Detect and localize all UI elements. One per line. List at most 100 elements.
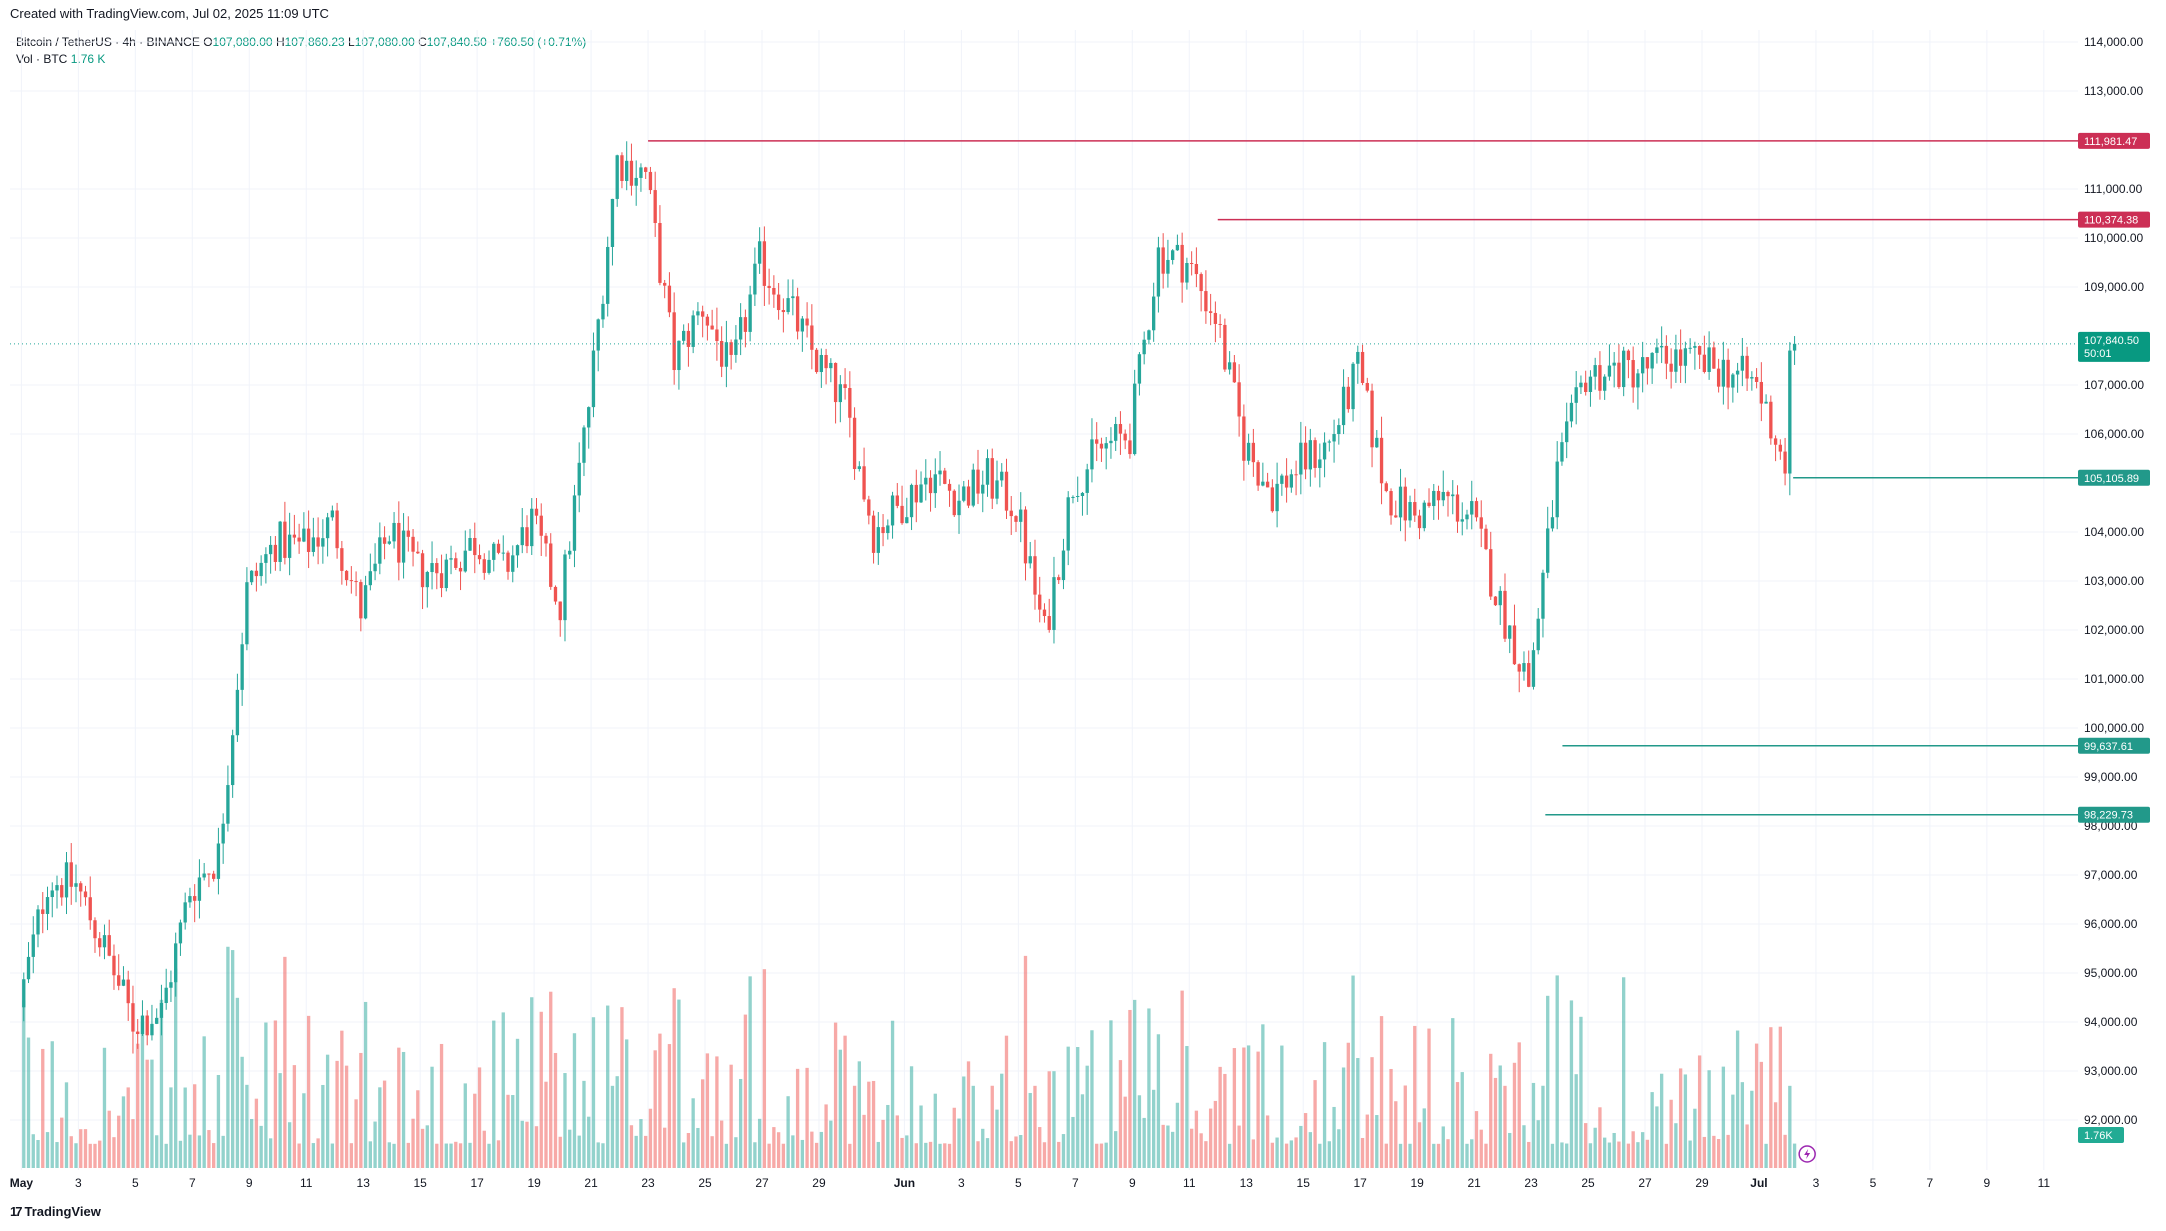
volume-bar	[1152, 1089, 1156, 1168]
volume-bar	[525, 1121, 529, 1168]
volume-bar	[767, 1143, 771, 1168]
candle-body	[254, 570, 259, 577]
candle-body	[591, 350, 596, 408]
candle-body	[1636, 373, 1640, 388]
price-axis[interactable]: 114,000.00 113,000.00 111,000.00 110,000.00…	[2084, 35, 2144, 1127]
candle-body	[197, 877, 202, 901]
candle-body	[202, 873, 206, 878]
volume-bar	[1764, 1143, 1768, 1168]
candle-body	[886, 525, 890, 534]
candle-body	[397, 522, 401, 563]
volume-bar	[587, 1116, 591, 1168]
candle-body	[667, 285, 672, 313]
candle-body	[686, 330, 691, 347]
candle-body	[1569, 402, 1574, 422]
candle-body	[648, 171, 653, 191]
volume-bar	[1137, 1095, 1142, 1168]
candle-body	[1057, 577, 1061, 581]
time-tick-label: 11	[300, 1176, 313, 1190]
volume-bar	[140, 1021, 145, 1168]
candle-body	[1118, 424, 1123, 434]
price-tick-label: 110,000.00	[2084, 231, 2143, 245]
candle-body	[515, 545, 520, 556]
volume-bar	[264, 1022, 268, 1168]
time-tick-label: 21	[1467, 1176, 1481, 1190]
volume-bar	[1199, 1133, 1203, 1168]
candle-body	[1047, 616, 1051, 630]
candle-body	[1204, 291, 1208, 312]
candle-body	[1579, 382, 1583, 388]
legend-volume-label[interactable]: Vol · BTC	[16, 52, 68, 66]
volume-bar	[995, 1109, 999, 1168]
volume-bar	[814, 1142, 819, 1168]
volume-bar	[776, 1132, 781, 1168]
candle-body	[188, 896, 192, 903]
candle-body	[330, 510, 335, 518]
candle-body	[1484, 528, 1488, 550]
candle-body	[1284, 475, 1289, 488]
volume-bar	[653, 1050, 657, 1168]
candle-body	[1664, 345, 1669, 364]
candle-body	[819, 354, 824, 373]
volume-bar	[1218, 1066, 1222, 1168]
candle-body	[64, 862, 69, 898]
candle-body	[126, 979, 130, 1004]
volume-bar	[1052, 1071, 1056, 1168]
candle-body	[1052, 577, 1056, 630]
candle-body	[1341, 386, 1346, 426]
price-tick-label: 95,000.00	[2084, 966, 2138, 980]
candle-body	[1588, 376, 1593, 393]
candle-body	[1394, 515, 1398, 518]
volume-bar	[1636, 1142, 1640, 1168]
price-tick-label: 103,000.00	[2084, 574, 2144, 588]
candle-body	[663, 282, 667, 286]
candle-body	[420, 553, 425, 588]
candle-body	[496, 543, 501, 553]
volume-bar	[216, 1074, 221, 1168]
candle-body	[1322, 442, 1327, 460]
candle-body	[1574, 387, 1578, 403]
candle-body	[587, 407, 591, 428]
volume-bar	[1531, 1082, 1536, 1168]
candle-body	[563, 554, 567, 621]
candle-body	[1270, 487, 1275, 512]
candle-body	[938, 470, 942, 475]
volume-bar	[862, 1114, 866, 1168]
volume-bar	[919, 1105, 923, 1168]
volume-bar	[1104, 1142, 1108, 1168]
candle-body	[1683, 348, 1688, 366]
candle-body	[1493, 596, 1498, 606]
volume-bar	[64, 1082, 69, 1168]
candlesticks	[22, 141, 1797, 1054]
volume-bar	[1731, 1094, 1735, 1168]
candle-body	[1617, 362, 1621, 388]
volume-bar	[857, 1061, 861, 1168]
volume-bar	[1265, 1115, 1270, 1168]
time-axis[interactable]: May 3 5 7 9 11 13 15 17 19 21 23 25 27 29 Jun 3 5 7 9 11 13 15…	[10, 1176, 2051, 1190]
volume-bars	[22, 946, 1797, 1168]
candle-body	[748, 294, 752, 332]
candle-body	[1180, 244, 1184, 283]
volume-bar	[1114, 1131, 1118, 1168]
candle-body	[1137, 354, 1142, 384]
candle-body	[1417, 515, 1422, 529]
candle-body	[1318, 459, 1322, 468]
candle-body	[1531, 650, 1536, 687]
volume-bar	[1014, 1136, 1018, 1168]
candle-body	[895, 495, 899, 506]
volume-bar	[31, 1134, 35, 1168]
candle-body	[867, 499, 871, 516]
candle-body	[283, 521, 287, 558]
candle-body	[363, 585, 368, 619]
candle-body	[710, 325, 714, 330]
price-tick-label: 101,000.00	[2084, 672, 2144, 686]
candle-body	[306, 528, 311, 552]
volume-bar	[259, 1125, 263, 1168]
volume-bar	[852, 1085, 857, 1168]
volume-bar	[682, 1142, 686, 1168]
volume-bar	[724, 1143, 729, 1168]
tradingview-logo[interactable]: 17 TradingView	[10, 1204, 101, 1219]
volume-bar	[1356, 1058, 1360, 1168]
candle-body	[1152, 296, 1156, 331]
